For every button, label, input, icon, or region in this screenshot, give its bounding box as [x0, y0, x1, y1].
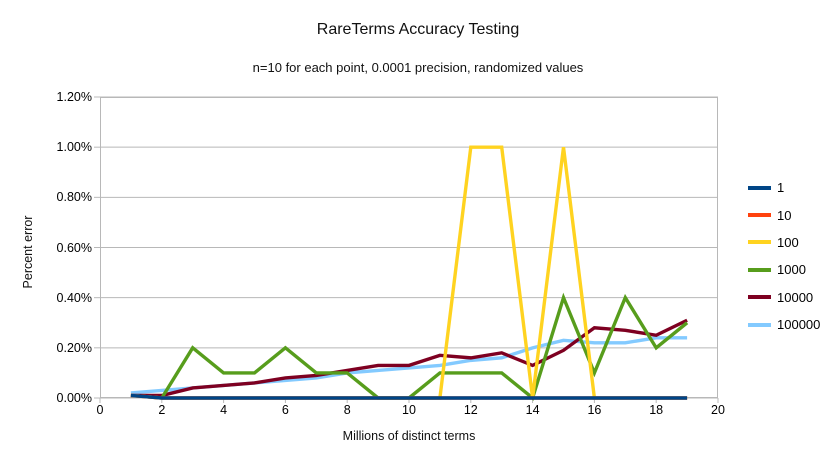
series-line-10000: [130, 318, 688, 398]
legend-item-100000: 100000: [748, 311, 820, 338]
x-axis-title: Millions of distinct terms: [342, 429, 476, 443]
legend-swatch: [748, 322, 771, 327]
legend-swatch: [748, 185, 771, 190]
legend-swatch: [748, 295, 771, 300]
chart-title: RareTerms Accuracy Testing: [316, 21, 520, 38]
legend-label: 100000: [777, 317, 821, 333]
legend-item-10000: 10000: [748, 284, 820, 311]
legend-label: 10: [777, 207, 792, 223]
y-tick-label: 0.40%: [56, 290, 92, 305]
x-tick-label: 0: [96, 403, 104, 417]
x-tick-label: 18: [649, 403, 664, 417]
chart-subtitle: n=10 for each point, 0.0001 precision, r…: [252, 60, 584, 75]
x-tick-label: 8: [343, 403, 351, 417]
series-line-1: [130, 393, 688, 400]
y-tick-label: 0.60%: [56, 240, 92, 255]
legend-label: 1: [777, 180, 785, 196]
x-tick-label: 12: [463, 403, 478, 417]
x-tick-label: 2: [158, 403, 166, 417]
x-tick-label: 10: [402, 403, 416, 417]
x-tick-label: 20: [711, 403, 725, 417]
x-tick-label: 4: [220, 403, 228, 417]
plot-area: [94, 96, 719, 403]
x-tick-label: 16: [587, 403, 602, 417]
legend-label: 1000: [777, 262, 806, 278]
series-line-100: [130, 145, 688, 400]
x-tick-label: 6: [281, 403, 289, 417]
legend: 1 10 100 1000 10000 100000: [748, 174, 820, 338]
legend-item-10: 10: [748, 201, 820, 228]
y-tick-label: 1.00%: [56, 140, 92, 155]
legend-label: 10000: [777, 289, 814, 305]
y-tick-label: 0.20%: [56, 340, 92, 355]
legend-item-100: 100: [748, 229, 820, 256]
x-tick-label: 14: [525, 403, 540, 417]
legend-swatch: [748, 267, 771, 272]
legend-label: 100: [777, 234, 799, 250]
y-tick-label: 0.80%: [56, 190, 92, 205]
legend-swatch: [748, 213, 771, 218]
legend-item-1: 1: [748, 174, 820, 201]
legend-swatch: [748, 240, 771, 245]
legend-item-1000: 1000: [748, 256, 820, 283]
y-tick-label: 0.00%: [56, 391, 92, 405]
y-tick-label: 1.20%: [56, 90, 92, 104]
